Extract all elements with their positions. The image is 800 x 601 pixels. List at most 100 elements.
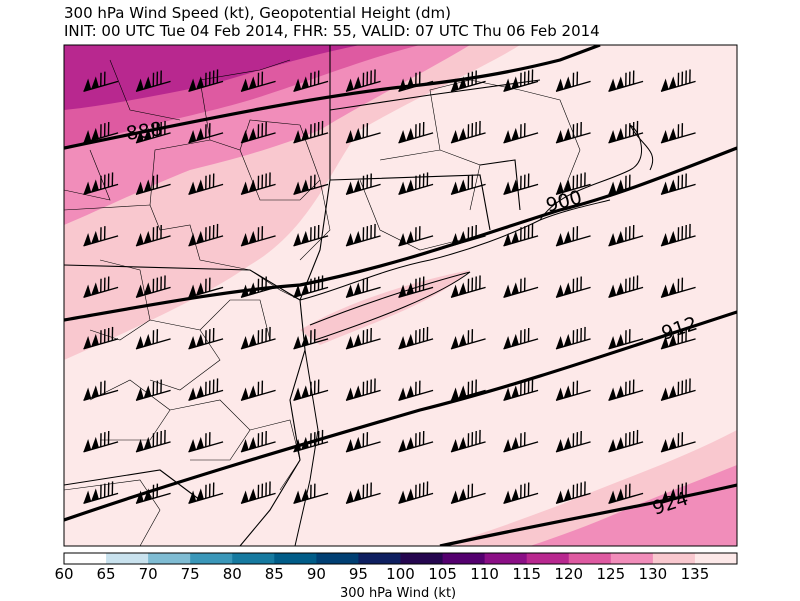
colorbar-tick-label: 90 — [306, 565, 326, 583]
wind-barb — [555, 172, 591, 195]
wind-barb — [660, 173, 696, 195]
wind-barb — [135, 275, 171, 298]
wind-barb — [345, 223, 381, 247]
wind-barb — [555, 276, 591, 298]
wind-barb — [503, 277, 539, 298]
wind-barb — [660, 123, 696, 144]
title-line-2: INIT: 00 UTC Tue 04 Feb 2014, FHR: 55, V… — [64, 22, 600, 40]
colorbar-tick-label: 95 — [348, 565, 368, 583]
wind-barb — [608, 225, 644, 247]
colorbar-segment — [274, 553, 317, 564]
wind-barb — [135, 429, 171, 453]
wind-barb — [135, 483, 171, 504]
wind-barb — [503, 378, 539, 401]
colorbar-frame — [63, 552, 738, 565]
wind-barb — [398, 226, 434, 247]
colorbar-segment — [106, 553, 149, 564]
wind-band-120-se — [530, 465, 737, 546]
wind-barb — [660, 432, 696, 453]
colorbar-segment — [316, 553, 359, 564]
wind-barbs — [83, 69, 696, 504]
wind-barb — [293, 329, 329, 350]
colorbar-segment — [568, 553, 612, 564]
wind-barb — [660, 69, 696, 92]
wind-barb — [450, 483, 486, 504]
wind-barb — [188, 482, 224, 504]
colorbar-segment — [148, 553, 191, 564]
wind-barb — [135, 329, 171, 350]
wind-barb — [398, 276, 434, 298]
colorbar-tick-label: 110 — [470, 565, 499, 583]
wind-barb — [83, 226, 119, 247]
wind-barb — [608, 379, 644, 401]
wind-barb — [450, 225, 486, 247]
wind-barb — [188, 123, 224, 144]
wind-barb — [83, 431, 119, 453]
wind-barb — [345, 328, 381, 350]
wind-barb — [450, 329, 486, 350]
wind-barb — [345, 277, 381, 298]
wind-barb — [293, 70, 329, 92]
wind-barb — [398, 380, 434, 401]
colorbar-tick-label: 70 — [138, 565, 158, 583]
wind-barb — [450, 120, 486, 144]
colorbar-tick-label: 75 — [180, 565, 200, 583]
colorbar-segment — [526, 553, 570, 564]
wind-barb — [555, 380, 591, 401]
wind-barb — [240, 71, 276, 92]
wind-barb — [608, 70, 644, 92]
wind-barb — [293, 483, 329, 504]
colorbar-label: 300 hPa Wind (kt) — [340, 586, 457, 601]
wind-barb — [135, 225, 171, 247]
colorbar-segment — [442, 553, 486, 564]
wind-barb — [608, 429, 644, 453]
contour-label-888: 888 — [125, 118, 164, 145]
map-frame — [63, 44, 738, 547]
wind-barb — [398, 431, 434, 453]
wind-barb — [293, 120, 329, 144]
wind-barb — [135, 70, 171, 92]
wind-barb — [398, 122, 434, 144]
wind-barb — [450, 275, 486, 298]
colorbar — [64, 553, 738, 564]
wind-barb — [450, 379, 486, 401]
wind-barb — [398, 326, 434, 350]
wind-barb — [555, 71, 591, 92]
wind-barb — [293, 275, 329, 298]
colorbar-tick-label: 85 — [264, 565, 284, 583]
colorbar-tick-label: 120 — [554, 565, 584, 583]
wind-barb — [135, 120, 171, 144]
wind-barb — [240, 226, 276, 247]
wind-barb — [608, 174, 644, 195]
wind-barb — [345, 482, 381, 504]
wind-barb — [83, 481, 119, 504]
wind-barb — [660, 482, 696, 504]
wind-barb — [135, 379, 171, 401]
colorbar-tick-label: 65 — [96, 565, 116, 583]
wind-barb — [450, 174, 486, 195]
wind-barb — [188, 378, 224, 401]
wind-barb — [503, 69, 539, 92]
wind-barb — [188, 173, 224, 195]
wind-barb — [450, 429, 486, 453]
colorbar-tick-label: 60 — [54, 565, 74, 583]
wind-barb — [188, 277, 224, 298]
wind-barb — [240, 276, 276, 298]
colorbar-tick-label: 100 — [386, 565, 415, 583]
wind-barb — [398, 481, 434, 504]
wind-barb — [135, 174, 171, 195]
wind-barb — [608, 120, 644, 144]
wind-barb — [240, 380, 276, 401]
wind-barb — [83, 71, 119, 92]
wind-barb — [345, 173, 381, 195]
wind-barb — [83, 276, 119, 298]
wind-barb — [398, 172, 434, 195]
colorbar-tick-label: 125 — [596, 565, 626, 583]
colorbar-segment — [610, 553, 654, 564]
wind-barb — [608, 329, 644, 350]
wind-barb — [83, 326, 119, 350]
wind-barb — [503, 223, 539, 247]
wind-barb — [503, 123, 539, 144]
wind-barb — [293, 225, 329, 247]
